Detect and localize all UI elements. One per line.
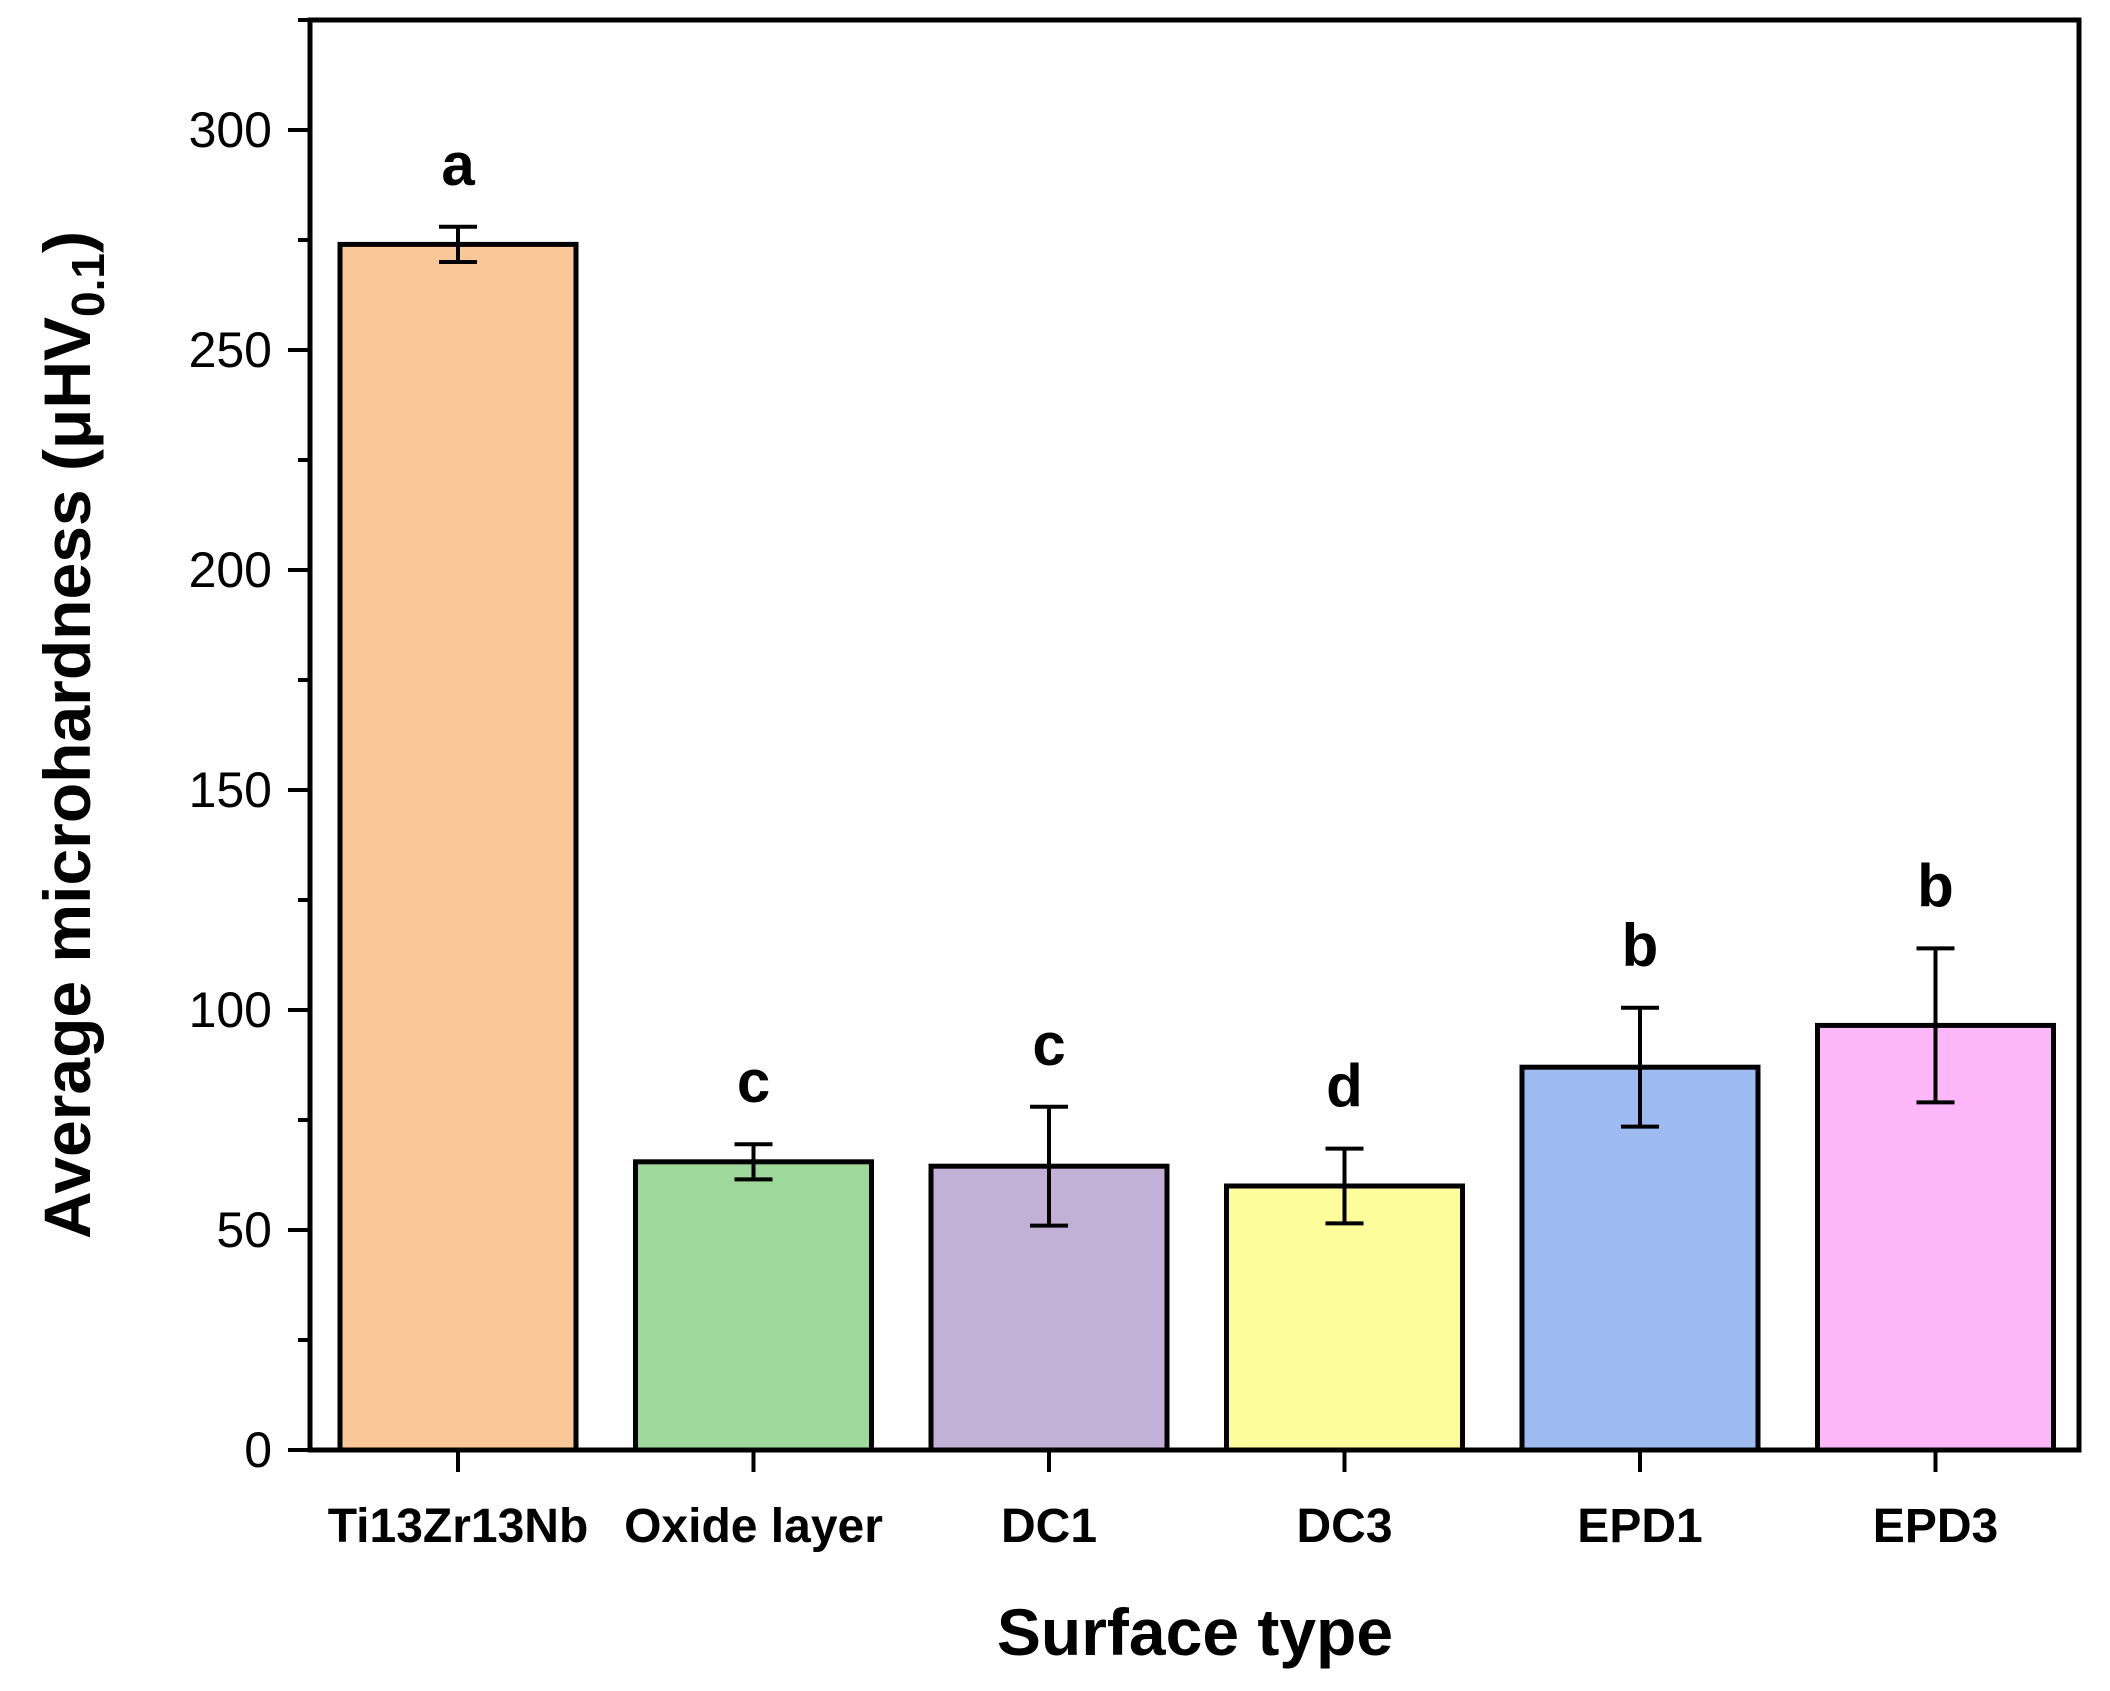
bar-dc3	[1224, 1183, 1465, 1453]
axes-layer	[307, 17, 2082, 1453]
x-category-label: Ti13Zr13Nb	[328, 1500, 589, 1553]
error-bar	[439, 224, 477, 264]
y-axis-title: Average microhardness (μHV0.1)	[30, 231, 114, 1239]
significance-label: c	[737, 1048, 770, 1115]
bar-ti13zr13nb	[337, 241, 579, 1453]
y-tick-label: 0	[244, 1422, 272, 1478]
bar-oxide-layer	[633, 1159, 874, 1453]
error-bar	[1030, 1104, 1068, 1228]
y-tick-label: 50	[216, 1202, 272, 1258]
significance-label: c	[1032, 1011, 1065, 1078]
error-bar	[1621, 1005, 1659, 1129]
significance-label: b	[1917, 852, 1954, 919]
x-axis-ticks: Ti13Zr13Nb Oxide layer DC1 DC3 EPD1 EPD3	[328, 1450, 1998, 1553]
y-axis-ticks: 0 50 100 150 200 250 300	[189, 18, 310, 1478]
y-tick-label: 300	[189, 102, 272, 158]
significance-labels-layer: a c c d b b	[441, 131, 1954, 1120]
y-axis-title-subscript: 0.1	[62, 253, 114, 317]
significance-label: b	[1622, 912, 1659, 979]
significance-label: d	[1326, 1053, 1363, 1120]
x-category-label: EPD3	[1873, 1500, 1998, 1553]
plot-frame	[307, 17, 2082, 1453]
error-bar	[1325, 1146, 1364, 1226]
error-bar	[734, 1142, 773, 1182]
error-bars-layer	[439, 224, 1955, 1228]
y-axis-title-main: Average microhardness (μHV	[30, 317, 104, 1239]
x-category-label: EPD1	[1577, 1500, 1702, 1553]
x-category-label: DC1	[1001, 1500, 1097, 1553]
significance-label: a	[441, 131, 475, 198]
y-tick-label: 250	[189, 322, 272, 378]
y-tick-label: 200	[189, 542, 272, 598]
y-tick-label: 150	[189, 762, 272, 818]
x-axis-title: Surface type	[997, 1595, 1393, 1669]
bars-layer	[337, 241, 2056, 1453]
x-category-label: Oxide layer	[624, 1500, 883, 1553]
x-category-label: DC3	[1296, 1500, 1392, 1553]
y-tick-label: 100	[189, 982, 272, 1038]
error-bar	[1916, 946, 1955, 1105]
y-axis-title-close: )	[30, 231, 104, 253]
